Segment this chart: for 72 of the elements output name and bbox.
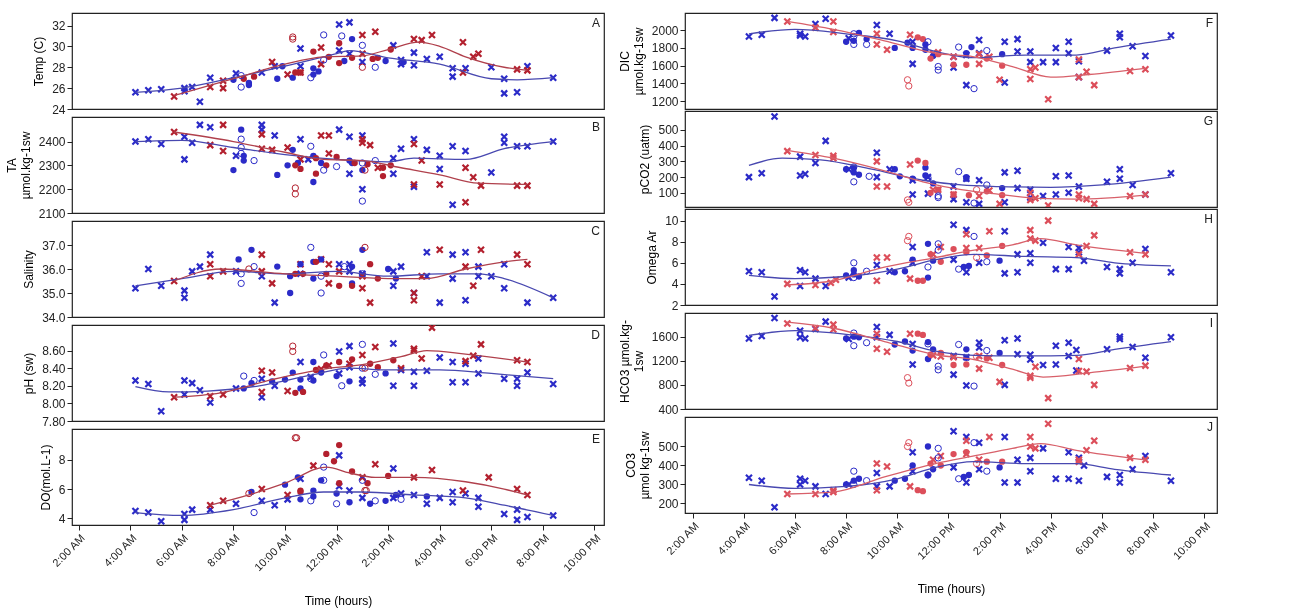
y-tick-label: 32: [52, 19, 66, 34]
y-tick-label: 400: [658, 402, 679, 417]
y-axis-title: TA µmol.kg-1sw: [4, 131, 33, 200]
x-tick-label: 6:00 AM: [153, 531, 191, 569]
y-tick-label: 10: [665, 214, 679, 229]
y-axis-title: Salinity: [22, 250, 37, 289]
y-tick-label: 500: [658, 439, 679, 454]
y-tick-label: 6: [58, 482, 66, 497]
x-tick-label: 4:00 PM: [410, 531, 449, 570]
x-axis-title: Time (hours): [917, 581, 986, 596]
y-tick-label: 4: [58, 511, 66, 526]
y-axis-title: Omega Ar: [645, 230, 660, 285]
y-tick-label: 1200: [651, 94, 679, 109]
y-axis-title: DO(mol.L-1): [38, 444, 53, 511]
y-tick-label: 200: [658, 497, 679, 511]
y-tick-label: 7.80: [42, 414, 66, 429]
y-tick-label: 8.60: [42, 344, 66, 359]
y-tick-label: 2100: [38, 206, 66, 221]
y-tick-label: 26: [52, 81, 66, 96]
y-tick-label: 8.40: [42, 361, 66, 376]
y-axis-title: DIC µmol.kg-1sw: [617, 27, 646, 96]
x-tick-label: 4:00 AM: [101, 531, 139, 569]
y-tick-label: 36.0: [42, 262, 66, 277]
y-tick-label: 8.00: [42, 396, 66, 411]
y-tick-label: 1600: [651, 59, 679, 74]
y-tick-label: 28: [52, 60, 66, 75]
y-tick-label: 400: [658, 139, 679, 154]
y-tick-label: 100: [658, 186, 679, 201]
annotation: B: [591, 120, 600, 134]
y-axis-title: HCO3 µmol.kg- 1sw: [617, 320, 646, 403]
y-tick-label: 1600: [651, 330, 679, 345]
annotation: D: [591, 328, 601, 342]
y-axis-title: pH (sw): [22, 352, 37, 395]
x-axis-title: Time (hours): [304, 593, 373, 608]
y-tick-label: 2400: [38, 135, 66, 150]
x-tick-label: 4:00 PM: [1021, 519, 1060, 558]
annotation: H: [1204, 212, 1213, 226]
y-tick-label: 2000: [651, 23, 679, 38]
annotation: A: [591, 16, 600, 30]
y-tick-label: 1200: [651, 354, 679, 369]
y-tick-label: 800: [658, 378, 679, 393]
y-tick-label: 300: [658, 477, 679, 492]
y-tick-label: 30: [52, 39, 66, 54]
annotation: I: [1209, 316, 1213, 330]
x-tick-label: 6:00 AM: [766, 519, 804, 557]
y-tick-label: 500: [658, 123, 679, 138]
y-tick-label: 8: [58, 453, 66, 468]
y-tick-label: 300: [658, 154, 679, 169]
annotation: E: [591, 432, 600, 446]
y-tick-label: 1800: [651, 41, 679, 56]
y-tick-label: 2300: [38, 158, 66, 173]
y-tick-label: 34.0: [42, 310, 66, 325]
y-tick-label: 35.0: [42, 286, 66, 301]
y-tick-label: 200: [658, 170, 679, 185]
y-tick-label: 2200: [38, 182, 66, 197]
y-tick-label: 4: [671, 277, 679, 292]
y-tick-label: 2: [671, 298, 679, 313]
annotation: G: [1203, 114, 1213, 128]
y-axis-title: Temp (C): [32, 36, 47, 87]
y-tick-label: 400: [658, 458, 679, 473]
x-tick-label: 4:00 AM: [715, 519, 753, 557]
y-tick-label: 8.20: [42, 379, 66, 394]
y-tick-label: 37.0: [42, 238, 66, 253]
y-tick-label: 8: [671, 235, 679, 250]
y-axis-title: pCO2 (uatm): [638, 124, 653, 195]
annotation: C: [591, 224, 601, 238]
annotation: J: [1207, 420, 1213, 434]
y-tick-label: 24: [52, 102, 66, 117]
y-tick-label: 1400: [651, 76, 679, 91]
annotation: F: [1205, 16, 1213, 30]
y-tick-label: 6: [671, 256, 679, 271]
y-axis-title: CO3 µmol kg-1sw: [624, 431, 653, 500]
